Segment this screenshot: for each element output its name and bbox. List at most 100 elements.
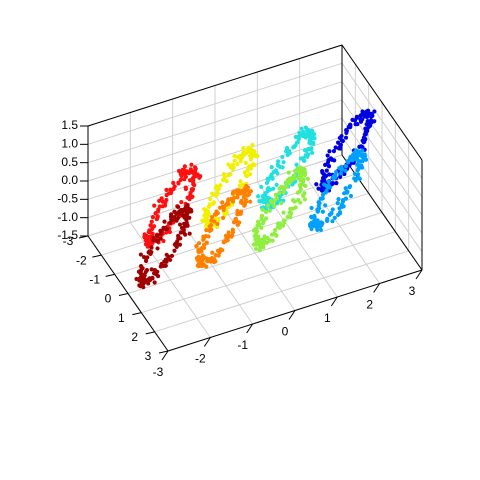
data-point [144,234,149,239]
data-point [309,226,314,232]
data-point [246,192,252,197]
data-point [159,228,164,234]
data-point [301,130,306,135]
data-point [149,219,154,224]
data-point [228,172,233,177]
data-point [311,214,317,219]
data-point [260,237,265,242]
data-point [316,209,321,214]
data-point [347,163,352,168]
data-point [353,178,358,183]
data-point [171,180,176,186]
back-wall-grid-line [87,81,343,164]
data-point [208,259,213,264]
data-point [362,152,367,157]
data-point [314,221,320,226]
data-point [338,174,343,180]
x-tick-label: 1 [324,311,331,325]
data-point [272,231,277,237]
data-point [327,149,332,154]
data-point [309,128,315,133]
data-point [281,187,286,193]
data-point [274,182,279,188]
data-point [256,194,261,199]
data-point [215,218,221,223]
data-point [343,186,348,191]
data-point [324,183,329,189]
data-point [340,198,346,203]
x-tick-label: -2 [195,352,206,366]
data-point [323,162,328,167]
data-point [339,133,344,139]
data-point [215,190,220,195]
data-point [248,157,254,162]
data-point [176,180,181,185]
data-point [298,200,303,205]
data-point [276,159,281,164]
data-point [334,181,339,186]
data-point [232,158,237,163]
data-point [326,164,332,169]
data-point [301,177,306,182]
z-tick-label: 1.0 [61,137,78,151]
data-point [274,196,280,201]
y-tick-label: -2 [76,253,87,267]
data-point [358,152,363,157]
data-point [201,234,206,239]
box-edge [87,44,343,127]
data-point [284,184,289,189]
data-point [222,174,227,180]
data-point [180,167,185,172]
data-point [220,248,225,253]
data-point [177,222,183,227]
data-point [345,160,351,165]
data-point [167,191,172,196]
data-point [280,154,285,160]
z-tick-label: 0.5 [61,155,78,169]
data-point [263,192,268,197]
y-tick-mark [92,254,102,258]
data-point [230,199,236,204]
data-point [215,221,220,227]
data-point [164,230,169,235]
y-tick-mark [118,293,129,296]
data-point [237,220,242,225]
data-point [155,215,160,220]
back-wall-grid-line [87,62,343,145]
data-point [302,191,307,196]
data-point [243,160,248,165]
y-tick-mark [158,350,169,354]
data-point [337,206,342,211]
data-point [238,179,243,184]
data-point [327,172,332,177]
data-point [285,152,290,158]
data-point [188,193,193,198]
data-point [158,236,163,241]
data-point [328,156,333,161]
data-point [147,228,152,233]
data-point [201,237,206,242]
data-point [179,200,184,205]
x-tick-mark [415,269,423,280]
data-point [257,199,262,204]
data-point [332,215,337,220]
data-point [198,258,203,263]
data-point [281,210,286,215]
data-point [235,212,240,217]
data-point [183,214,188,220]
data-point [338,146,343,151]
data-point [320,196,325,201]
data-point [250,162,256,167]
data-point [143,242,149,247]
data-point [323,174,328,179]
data-point [214,209,219,214]
data-point [143,238,148,243]
data-point [189,162,194,167]
y-tick-mark [105,273,115,277]
x-tick-mark [203,337,211,347]
data-point [138,268,144,273]
data-point [292,144,297,149]
data-point [194,244,199,249]
data-point [143,256,149,261]
data-point [355,168,360,173]
